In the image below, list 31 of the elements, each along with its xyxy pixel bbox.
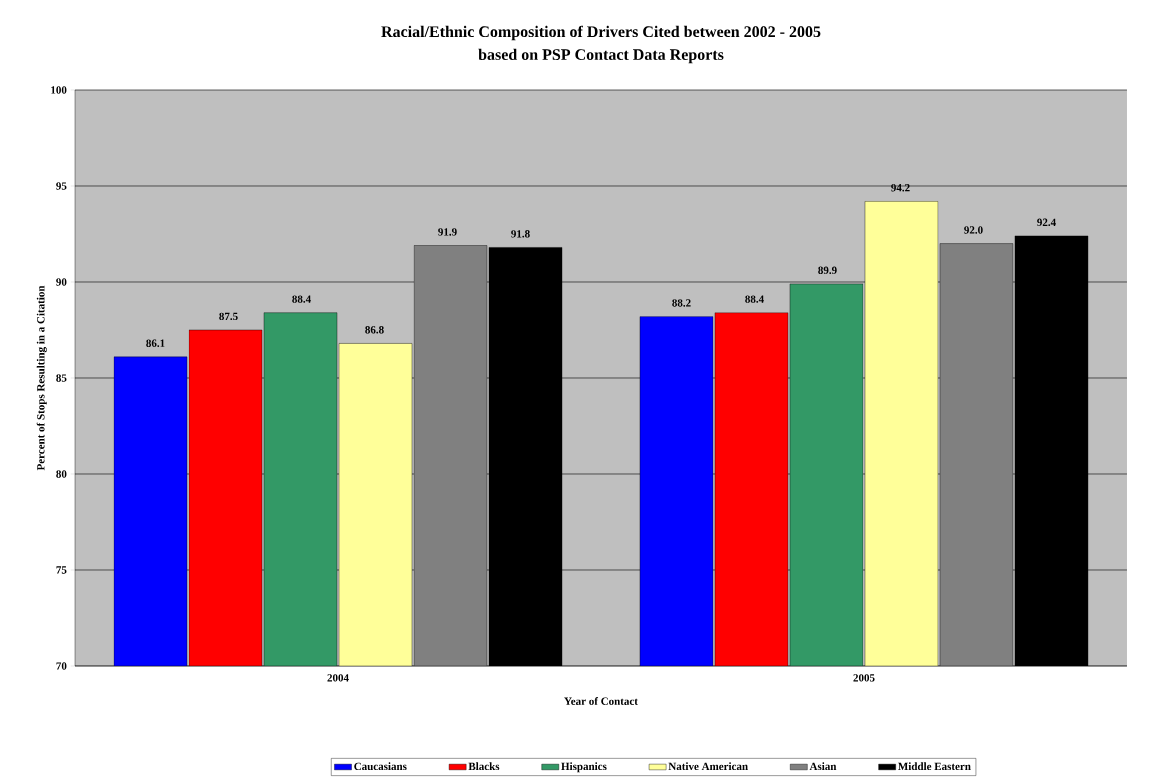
- y-tick-label: 90: [56, 278, 67, 286]
- data-label: 91.8: [511, 230, 530, 238]
- data-label: 92.0: [964, 226, 983, 234]
- y-tick-label: 75: [56, 566, 67, 574]
- data-label: 86.1: [146, 339, 165, 347]
- legend-label: Caucasians: [354, 762, 407, 771]
- x-tick-label: 2005: [853, 674, 875, 682]
- legend-label: Middle Eastern: [898, 762, 971, 771]
- legend-label: Blacks: [468, 762, 500, 771]
- data-label: 89.9: [818, 266, 837, 275]
- data-label: 88.2: [672, 299, 691, 307]
- data-label: 86.8: [365, 326, 384, 334]
- data-label: 87.5: [219, 312, 238, 321]
- x-tick-label: 2004: [327, 674, 349, 682]
- y-tick-label: 100: [51, 86, 67, 94]
- x-axis-title: Year of Contact: [564, 697, 638, 705]
- y-tick-label: 85: [56, 374, 67, 382]
- legend-label: Hispanics: [561, 762, 607, 773]
- legend-label: Native American: [668, 762, 748, 771]
- y-tick-label: 70: [56, 662, 67, 670]
- chart-subtitle: based on PSP Contact Data Reports: [478, 48, 724, 64]
- data-label: 91.9: [438, 228, 457, 236]
- data-label: 92.4: [1037, 218, 1056, 227]
- data-label: 88.4: [292, 295, 311, 303]
- data-label: 88.4: [745, 295, 764, 303]
- chart-title: Racial/Ethnic Composition of Drivers Cited between 2002 - 2005: [381, 25, 821, 41]
- legend-label: Asian: [809, 762, 837, 771]
- data-label: 94.2: [891, 184, 910, 192]
- y-axis-title: Percent of Stops Resulting in a Citation: [36, 285, 47, 471]
- y-tick-label: 80: [56, 470, 67, 478]
- y-tick-label: 95: [56, 182, 67, 190]
